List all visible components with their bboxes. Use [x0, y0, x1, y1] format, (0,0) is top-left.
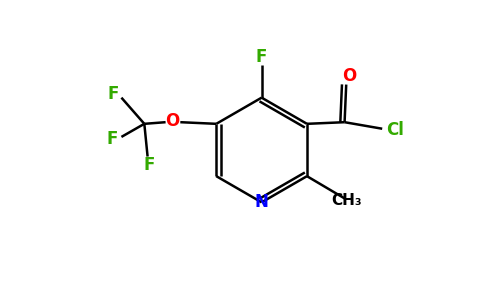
Text: F: F: [144, 156, 155, 174]
Text: O: O: [342, 68, 357, 85]
Text: F: F: [106, 130, 118, 148]
Text: O: O: [165, 112, 179, 130]
Text: F: F: [107, 85, 119, 103]
Text: CH₃: CH₃: [331, 193, 362, 208]
Text: N: N: [255, 193, 269, 211]
Text: Cl: Cl: [386, 122, 404, 140]
Text: F: F: [256, 48, 267, 66]
